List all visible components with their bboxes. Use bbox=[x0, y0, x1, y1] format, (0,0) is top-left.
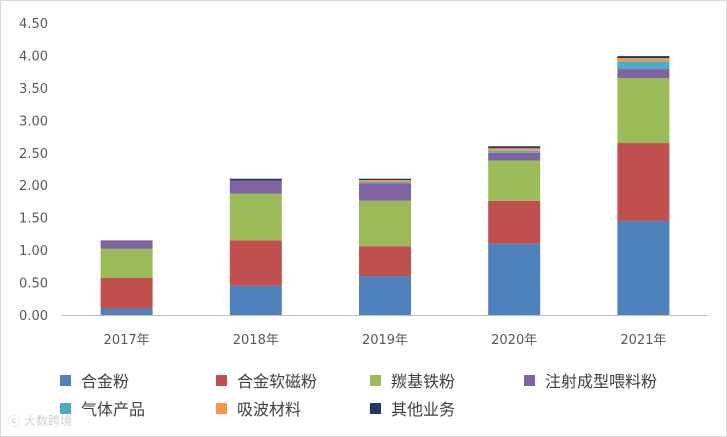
y-tick-label: 0.00 bbox=[19, 309, 48, 324]
bar-segment bbox=[229, 285, 282, 315]
x-tick-label: 2017年 bbox=[104, 333, 150, 348]
y-tick-label: 1.50 bbox=[19, 212, 48, 227]
x-tick-label: 2021年 bbox=[620, 333, 666, 348]
y-axis-labels: 0.00 0.50 1.00 1.50 2.00 2.50 3.00 3.50 4.00 4.50 bbox=[19, 17, 48, 324]
y-tick-label: 0.50 bbox=[19, 277, 48, 292]
legend-item: 其他业务 bbox=[370, 394, 455, 422]
legend-label: 吸波材料 bbox=[237, 400, 302, 419]
bar-segment bbox=[359, 178, 411, 181]
bar-segment bbox=[359, 276, 411, 315]
bar-segment bbox=[100, 248, 153, 279]
legend-item: 吸波材料 bbox=[216, 394, 301, 422]
legend-label: 注射成型喂料粉 bbox=[545, 372, 658, 391]
bar-segment bbox=[488, 146, 541, 149]
legend-item: 气体产品 bbox=[60, 394, 145, 422]
bar-segment bbox=[229, 180, 282, 194]
legend-label: 合金粉 bbox=[81, 372, 130, 391]
y-tick-label: 4.00 bbox=[19, 49, 48, 64]
bar-segment bbox=[488, 160, 541, 201]
bar-segment bbox=[617, 143, 670, 221]
bar-segment bbox=[100, 240, 153, 249]
legend-swatch bbox=[370, 374, 381, 386]
legend-swatch bbox=[216, 374, 227, 386]
legend-label: 羰基铁粉 bbox=[391, 372, 456, 391]
legend-label: 其他业务 bbox=[391, 400, 456, 419]
x-tick-label: 2020年 bbox=[491, 333, 537, 348]
bar-segment bbox=[229, 178, 282, 181]
legend-swatch bbox=[216, 402, 227, 414]
watermark-text: 大数跨境 bbox=[24, 414, 73, 428]
legend-row-1: 合金粉 合金软磁粉 羰基铁粉 注射成型喂料粉 bbox=[60, 366, 700, 394]
bar-segment bbox=[100, 278, 153, 309]
x-tick-label: 2018年 bbox=[233, 333, 279, 348]
bar-segment bbox=[488, 152, 541, 161]
legend-swatch bbox=[370, 402, 381, 414]
bar-segment bbox=[617, 61, 670, 70]
bar-segment bbox=[359, 200, 411, 247]
y-tick-label: 2.50 bbox=[19, 147, 48, 162]
legend-item: 羰基铁粉 bbox=[370, 366, 455, 394]
bar-segment bbox=[617, 220, 670, 315]
legend-label: 气体产品 bbox=[81, 400, 146, 419]
legend-row-2: 气体产品 吸波材料 其他业务 bbox=[60, 394, 700, 422]
legend-item: 注射成型喂料粉 bbox=[524, 366, 657, 394]
legend-swatch bbox=[524, 374, 535, 386]
y-tick-label: 4.50 bbox=[19, 17, 48, 32]
watermark: ⓒ 大数跨境 bbox=[8, 412, 72, 429]
y-tick-label: 3.50 bbox=[19, 82, 48, 97]
bar-segment bbox=[488, 243, 541, 315]
legend-item: 合金粉 bbox=[60, 366, 129, 394]
logo-icon: ⓒ bbox=[8, 414, 21, 428]
bar-segment bbox=[100, 308, 153, 315]
y-tick-label: 1.00 bbox=[19, 244, 48, 259]
legend-label: 合金软磁粉 bbox=[237, 372, 318, 391]
bar-segment bbox=[617, 69, 670, 79]
bar-segment bbox=[229, 193, 282, 241]
bar-segment bbox=[617, 56, 670, 59]
legend-swatch bbox=[60, 374, 71, 386]
bar-segment bbox=[617, 78, 670, 144]
bar-segment bbox=[488, 148, 541, 151]
x-axis-labels: 2017年 2018年 2019年 2020年 2021年 bbox=[104, 333, 667, 348]
y-tick-label: 2.00 bbox=[19, 179, 48, 194]
legend-item: 合金软磁粉 bbox=[216, 366, 317, 394]
bar-segment bbox=[359, 183, 411, 201]
bar-segment bbox=[359, 246, 411, 277]
bar-segment bbox=[617, 58, 670, 62]
x-tick-label: 2019年 bbox=[362, 333, 408, 348]
legend: 合金粉 合金软磁粉 羰基铁粉 注射成型喂料粉 气体产品 吸波材料 其他业务 bbox=[60, 366, 700, 422]
bar-segment bbox=[488, 200, 541, 244]
bar-segment bbox=[229, 240, 282, 286]
bar-segment bbox=[359, 180, 411, 182]
bar-segment bbox=[359, 181, 411, 184]
legend-swatch bbox=[60, 402, 71, 414]
bar-segment bbox=[488, 150, 541, 153]
bars bbox=[100, 56, 670, 315]
y-tick-label: 3.00 bbox=[19, 114, 48, 129]
